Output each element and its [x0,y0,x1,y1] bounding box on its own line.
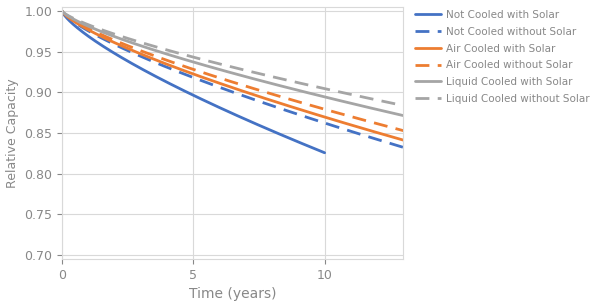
Air Cooled without Solar [400,129,407,133]
Air Cooled without Solar [58,9,65,13]
Liquid Cooled with Solar [262,80,269,84]
Liquid Cooled with Solar [400,114,407,118]
Line: Not Cooled without Solar: Not Cooled without Solar [62,11,403,147]
Line: Liquid Cooled with Solar: Liquid Cooled with Solar [62,11,403,116]
Not Cooled with Solar [58,9,65,13]
Not Cooled without Solar [58,9,65,13]
Not Cooled with Solar [274,131,281,135]
Not Cooled with Solar [321,151,328,155]
Air Cooled without Solar [243,85,250,88]
Liquid Cooled without Solar [392,102,399,106]
Liquid Cooled without Solar [220,63,227,67]
Y-axis label: Relative Capacity: Relative Capacity [5,78,19,188]
Air Cooled with Solar [243,91,250,94]
Not Cooled without Solar [223,88,230,91]
Air Cooled without Solar [262,90,269,94]
Air Cooled with Solar [223,84,230,87]
X-axis label: Time (years): Time (years) [189,287,277,301]
Line: Liquid Cooled without Solar: Liquid Cooled without Solar [62,11,403,106]
Air Cooled without Solar [223,78,230,82]
Not Cooled without Solar [243,95,250,99]
Line: Not Cooled with Solar: Not Cooled with Solar [62,11,325,153]
Air Cooled with Solar [338,120,346,124]
Liquid Cooled with Solar [338,99,346,103]
Air Cooled with Solar [400,138,407,142]
Air Cooled with Solar [220,83,227,87]
Liquid Cooled without Solar [243,69,250,72]
Liquid Cooled with Solar [223,69,230,73]
Not Cooled without Solar [392,143,399,147]
Liquid Cooled with Solar [220,69,227,73]
Line: Air Cooled with Solar: Air Cooled with Solar [62,11,403,140]
Not Cooled with Solar [215,105,222,109]
Liquid Cooled without Solar [400,104,407,107]
Liquid Cooled without Solar [338,91,346,94]
Not Cooled with Solar [315,148,322,152]
Air Cooled without Solar [392,127,399,130]
Air Cooled with Solar [58,9,65,13]
Not Cooled with Solar [185,91,192,95]
Liquid Cooled without Solar [262,73,269,77]
Not Cooled without Solar [338,126,346,130]
Liquid Cooled without Solar [58,9,65,13]
Liquid Cooled with Solar [243,75,250,79]
Air Cooled without Solar [338,112,346,116]
Not Cooled without Solar [262,102,269,105]
Liquid Cooled with Solar [58,9,65,13]
Air Cooled with Solar [262,97,269,100]
Air Cooled without Solar [220,78,227,81]
Not Cooled with Solar [200,99,208,102]
Not Cooled without Solar [220,87,227,91]
Liquid Cooled with Solar [392,112,399,115]
Line: Air Cooled without Solar: Air Cooled without Solar [62,11,403,131]
Not Cooled without Solar [400,146,407,149]
Air Cooled with Solar [392,136,399,140]
Legend: Not Cooled with Solar, Not Cooled without Solar, Air Cooled with Solar, Air Cool: Not Cooled with Solar, Not Cooled withou… [412,7,593,107]
Not Cooled with Solar [183,90,190,94]
Liquid Cooled without Solar [223,64,230,68]
